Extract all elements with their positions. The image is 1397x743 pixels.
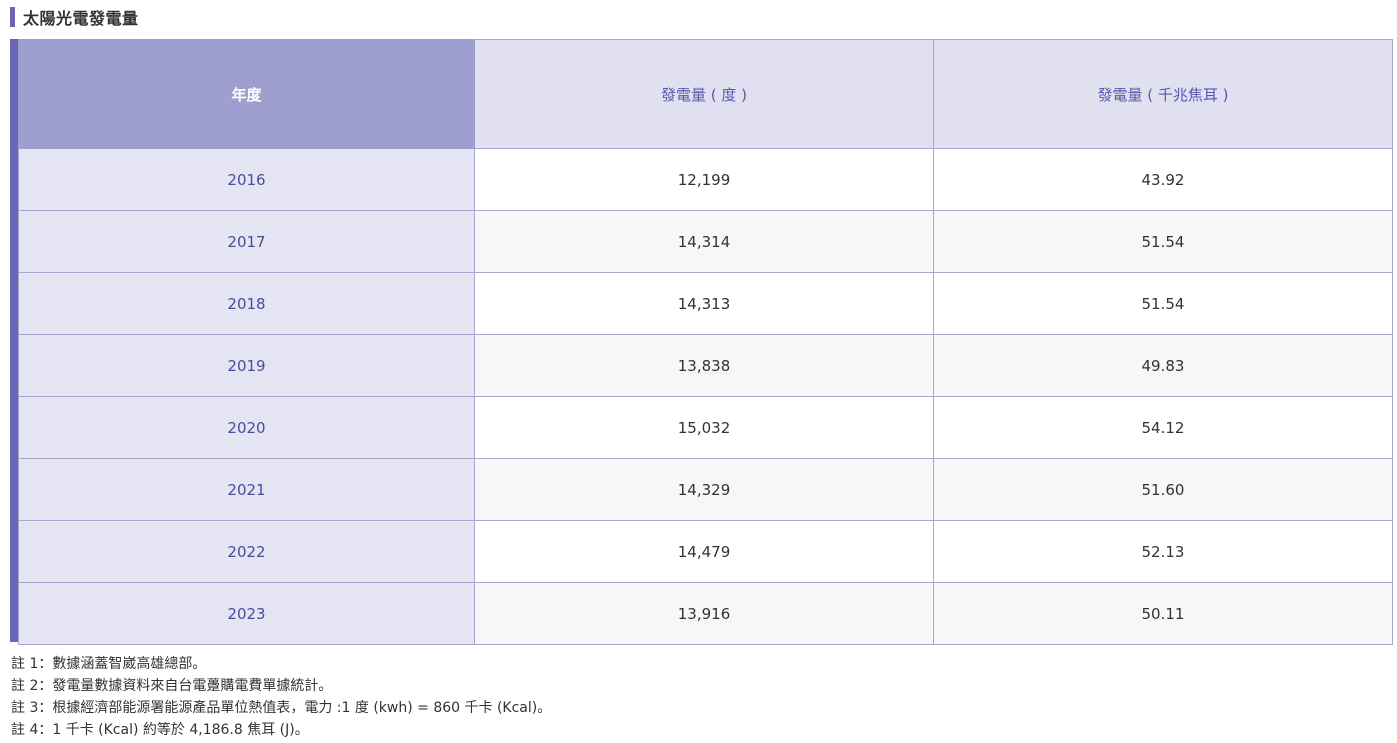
year-cell: 2020 — [18, 396, 475, 459]
kwh-cell: 14,314 — [474, 210, 934, 273]
year-cell: 2017 — [18, 210, 475, 273]
petajoule-cell: 49.83 — [933, 334, 1393, 397]
table-row: 2017 14,314 51.54 — [18, 210, 1393, 273]
year-cell: 2016 — [18, 148, 475, 211]
footnote-2: 註 2：發電量數據資料來自台電躉購電費單據統計。 — [11, 678, 333, 694]
table-row: 2018 14,313 51.54 — [18, 272, 1393, 335]
table-row: 2016 12,199 43.92 — [18, 148, 1393, 211]
year-cell: 2019 — [18, 334, 475, 397]
petajoule-cell: 43.92 — [933, 148, 1393, 211]
table-row: 2020 15,032 54.12 — [18, 396, 1393, 459]
section-title: 太陽光電發電量 — [10, 6, 139, 28]
year-cell: 2023 — [18, 582, 475, 645]
kwh-cell: 13,838 — [474, 334, 934, 397]
table-row: 2022 14,479 52.13 — [18, 520, 1393, 583]
table-row: 2021 14,329 51.60 — [18, 458, 1393, 521]
kwh-cell: 14,329 — [474, 458, 934, 521]
petajoule-cell: 51.54 — [933, 272, 1393, 335]
column-header-year: 年度 — [18, 39, 475, 149]
table-row: 2023 13,916 50.11 — [18, 582, 1393, 645]
footnote-1: 註 1：數據涵蓋智崴高雄總部。 — [11, 656, 207, 672]
year-cell: 2022 — [18, 520, 475, 583]
column-header-petajoule: 發電量 ( 千兆焦耳 ) — [933, 39, 1393, 149]
kwh-cell: 14,479 — [474, 520, 934, 583]
table-header-row: 年度 發電量 ( 度 ) 發電量 ( 千兆焦耳 ) — [18, 39, 1393, 149]
footnote-3: 註 3：根據經濟部能源署能源產品單位熱值表，電力 :1 度 (kwh) = 86… — [11, 700, 552, 716]
power-generation-table-wrapper: 年度 發電量 ( 度 ) 發電量 ( 千兆焦耳 ) 2016 12,199 43… — [10, 39, 1393, 645]
kwh-cell: 14,313 — [474, 272, 934, 335]
kwh-cell: 15,032 — [474, 396, 934, 459]
column-header-kwh: 發電量 ( 度 ) — [474, 39, 934, 149]
petajoule-cell: 51.54 — [933, 210, 1393, 273]
year-cell: 2021 — [18, 458, 475, 521]
table-row: 2019 13,838 49.83 — [18, 334, 1393, 397]
petajoule-cell: 51.60 — [933, 458, 1393, 521]
kwh-cell: 13,916 — [474, 582, 934, 645]
year-cell: 2018 — [18, 272, 475, 335]
petajoule-cell: 52.13 — [933, 520, 1393, 583]
footnotes: 註 1：數據涵蓋智崴高雄總部。 註 2：發電量數據資料來自台電躉購電費單據統計。… — [11, 653, 551, 741]
title-accent-bar — [10, 7, 15, 27]
power-generation-table: 年度 發電量 ( 度 ) 發電量 ( 千兆焦耳 ) 2016 12,199 43… — [18, 39, 1393, 645]
petajoule-cell: 50.11 — [933, 582, 1393, 645]
petajoule-cell: 54.12 — [933, 396, 1393, 459]
footnote-4: 註 4：1 千卡 (Kcal) 約等於 4,186.8 焦耳 (J)。 — [11, 722, 309, 738]
page-title: 太陽光電發電量 — [23, 9, 139, 28]
kwh-cell: 12,199 — [474, 148, 934, 211]
